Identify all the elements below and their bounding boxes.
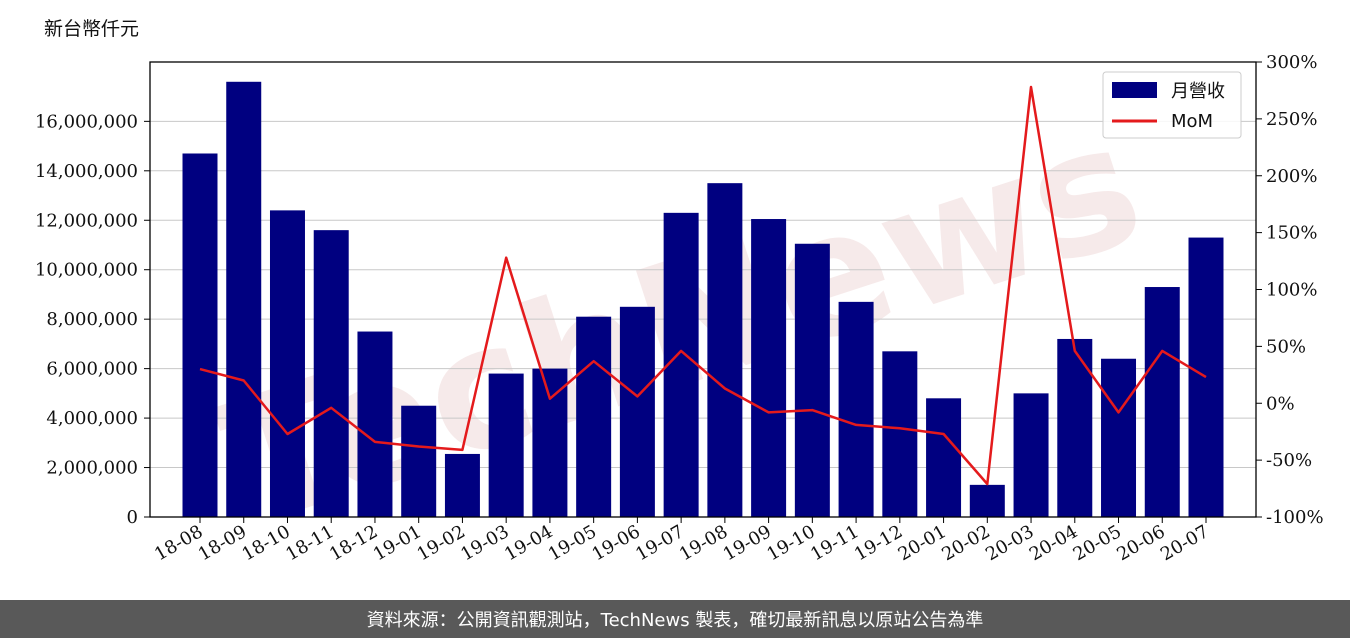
x-tick-label: 20-05 [1070, 521, 1125, 565]
y-left-tick-label: 14,000,000 [35, 161, 138, 182]
y-right-tick-label: 300% [1266, 52, 1317, 73]
y-left-tick-label: 10,000,000 [35, 260, 138, 281]
x-tick-label: 18-09 [195, 521, 250, 565]
bar [444, 453, 480, 517]
revenue-chart: TechNews 02,000,0004,000,0006,000,0008,0… [35, 52, 1324, 565]
bar [751, 219, 787, 517]
y-left-tick-label: 2,000,000 [46, 458, 138, 479]
y-right-tick-label: 150% [1266, 223, 1317, 244]
bar [313, 230, 349, 518]
y-left-tick-label: 4,000,000 [46, 408, 138, 429]
y-right-tick-label: -50% [1266, 450, 1312, 471]
bar [357, 331, 393, 517]
x-tick-label: 18-08 [151, 521, 206, 565]
bar [838, 301, 874, 517]
bar [488, 373, 524, 517]
bar [1144, 287, 1180, 517]
bar [969, 484, 1005, 517]
x-tick-label: 19-01 [370, 521, 425, 565]
x-tick-label: 19-06 [588, 521, 643, 565]
legend-label-mom: MoM [1171, 111, 1213, 132]
y-right-tick-label: -100% [1266, 507, 1324, 528]
mom-line [199, 85, 1207, 486]
bar [269, 210, 305, 517]
legend: 月營收 MoM [1102, 71, 1242, 139]
x-tick-label: 19-12 [851, 521, 906, 565]
bar [1188, 237, 1224, 517]
bar [182, 153, 218, 517]
bar [1057, 338, 1093, 517]
y-right-tick-label: 200% [1266, 166, 1317, 187]
y-unit-label: 新台幣仟元 [44, 18, 140, 40]
bar [663, 212, 699, 517]
x-tick-label: 19-07 [632, 521, 687, 565]
legend-bar-swatch [1112, 82, 1157, 98]
legend-label-revenue: 月營收 [1171, 81, 1225, 102]
right-y-axis: -100% -50% 0% 50% 100% 150% 200% 250% 300% [1256, 52, 1324, 528]
x-tick-label: 19-09 [720, 521, 775, 565]
y-left-tick-label: 8,000,000 [46, 309, 138, 330]
x-tick-label: 19-05 [545, 521, 600, 565]
y-right-tick-label: 100% [1266, 280, 1317, 301]
x-tick-label: 20-02 [938, 521, 993, 565]
y-left-tick-label: 16,000,000 [35, 111, 138, 132]
y-left-tick-label: 6,000,000 [46, 359, 138, 380]
x-tick-label: 20-03 [982, 521, 1037, 565]
y-right-tick-label: 0% [1266, 393, 1295, 414]
x-tick-label: 20-04 [1026, 521, 1081, 565]
footer-text: 資料來源：公開資訊觀測站，TechNews 製表，確切最新訊息以原站公告為準 [366, 610, 984, 631]
bar [794, 243, 830, 517]
y-left-tick-label: 12,000,000 [35, 210, 138, 231]
bar [1013, 393, 1049, 517]
x-tick-label: 19-03 [457, 521, 512, 565]
source-footer: 資料來源：公開資訊觀測站，TechNews 製表，確切最新訊息以原站公告為準 [0, 600, 1350, 638]
x-tick-label: 19-10 [763, 521, 818, 565]
mom-line-series [199, 85, 1207, 486]
bar [619, 306, 655, 517]
bar [926, 398, 962, 517]
bar [401, 405, 437, 517]
bar [1101, 358, 1137, 517]
x-tick-label: 19-08 [676, 521, 731, 565]
y-right-tick-label: 250% [1266, 109, 1317, 130]
bar [226, 81, 262, 518]
bar [576, 316, 612, 517]
x-tick-label: 20-01 [895, 521, 950, 565]
bar [532, 368, 568, 517]
x-tick-label: 20-07 [1157, 521, 1212, 565]
x-tick-label: 20-06 [1113, 521, 1168, 565]
y-left-tick-label: 0 [127, 507, 138, 528]
x-tick-label: 19-04 [501, 521, 556, 565]
x-tick-label: 19-02 [413, 521, 468, 565]
y-right-tick-label: 50% [1266, 336, 1306, 357]
left-y-axis: 0 2,000,000 4,000,000 6,000,000 8,000,000 10,… [35, 111, 150, 528]
bar-series [182, 81, 1224, 518]
x-tick-label: 19-11 [807, 521, 862, 565]
bar [707, 183, 743, 518]
bar [882, 351, 918, 517]
